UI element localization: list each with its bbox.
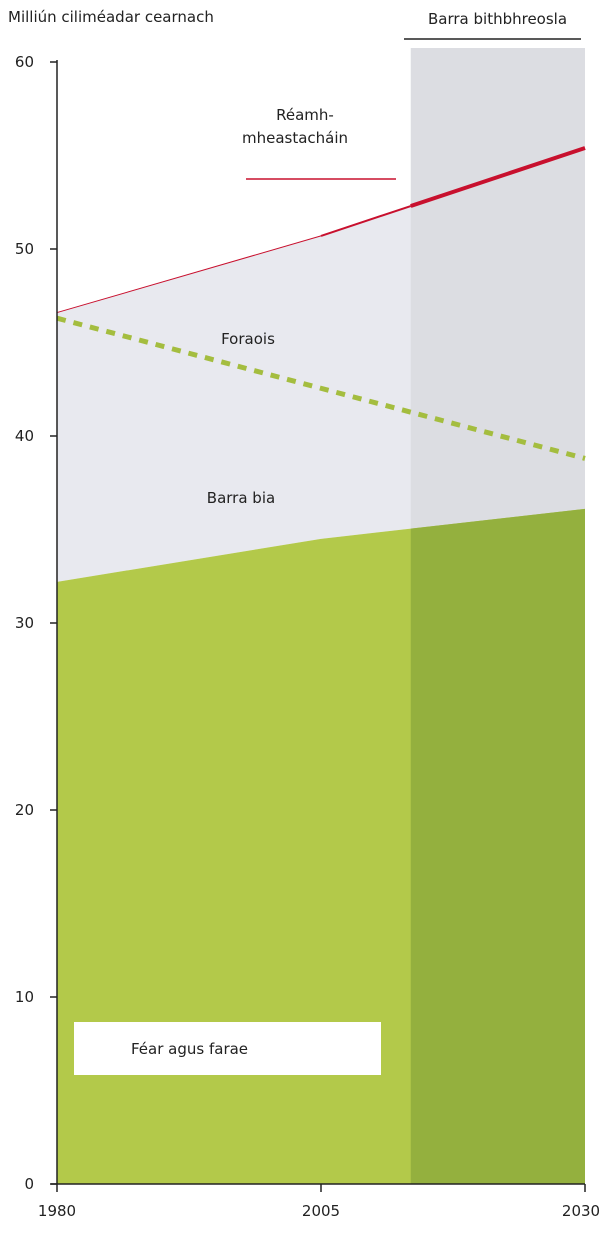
y-tick-label: 0	[24, 1175, 34, 1193]
area-layer	[57, 48, 585, 1184]
x-tick-label: 2005	[302, 1202, 340, 1220]
projection-label-group: Réamh- mheastacháin	[242, 106, 396, 180]
x-tick-label: 2030	[562, 1202, 600, 1220]
cropland-line-projected	[410, 146, 586, 208]
projection-label-line1: Réamh-	[276, 106, 334, 124]
pasture-area-projected	[410, 508, 585, 1184]
cropland-line-historic	[56, 235, 322, 314]
y-axis-title: Milliún ciliméadar cearnach	[8, 8, 214, 26]
food-crops-label: Barra bia	[207, 489, 275, 507]
y-tick-label: 20	[15, 801, 34, 819]
y-tick-label: 10	[15, 988, 34, 1006]
biofuel-crops-label: Barra bithbhreosla	[428, 10, 567, 28]
pasture-label-box: Féar agus farae	[74, 1022, 381, 1075]
forest-label: Foraois	[221, 330, 275, 348]
pasture-label: Féar agus farae	[131, 1040, 248, 1058]
biofuel-label-group: Barra bithbhreosla	[404, 10, 581, 40]
x-tick-label: 1980	[38, 1202, 76, 1220]
y-tick-label: 60	[15, 53, 34, 71]
projection-label-line2: mheastacháin	[242, 129, 348, 147]
cropland-line-mid	[320, 205, 412, 237]
y-tick-label: 50	[15, 240, 34, 258]
y-tick-label: 30	[15, 614, 34, 632]
forest-line	[56, 315, 586, 461]
line-layer	[56, 146, 586, 461]
y-tick-label: 40	[15, 427, 34, 445]
